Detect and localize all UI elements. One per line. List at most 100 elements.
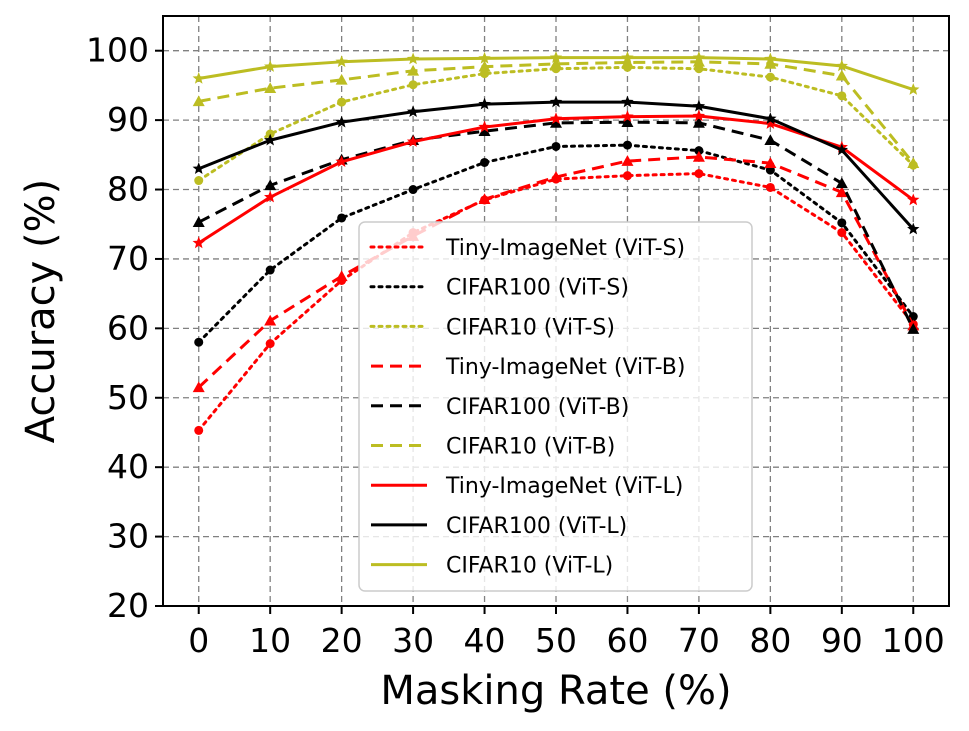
x-tick-label: 40 [464,621,506,660]
x-tick-label: 100 [882,621,945,660]
data-point [835,69,848,81]
data-point [192,216,205,227]
data-point [264,314,277,326]
data-point [550,57,562,69]
data-point [622,140,632,150]
data-point [907,157,920,168]
data-point [264,179,277,191]
data-point [264,60,277,72]
legend-label: Tiny-ImageNet (ViT-B) [445,355,685,380]
data-point [764,157,777,168]
legend-label: CIFAR10 (ViT-L) [446,554,613,579]
data-point [265,265,275,275]
x-tick-label: 80 [749,621,791,660]
data-point [406,52,420,65]
data-point [192,71,205,84]
data-point [765,182,775,192]
data-point [194,425,204,435]
data-point [408,80,418,90]
legend: Tiny-ImageNet (ViT-S) CIFAR100 (ViT-S) CIF… [358,221,753,592]
data-point [837,218,847,228]
data-point [406,135,420,147]
data-point [907,83,920,95]
data-point [692,55,705,67]
data-point [264,82,277,93]
data-point [692,150,705,162]
data-point [335,270,348,282]
y-tick-label: 40 [107,447,149,486]
data-point [192,162,205,174]
data-point [765,72,775,82]
x-tick-label: 50 [535,621,577,660]
data-point [337,213,347,223]
data-point [550,116,562,128]
data-point [621,155,634,166]
y-axis-title: Accuracy (%) [18,179,64,444]
data-point [549,95,563,108]
legend-label: Tiny-ImageNet (ViT-S) [445,236,685,261]
x-tick-label: 0 [188,621,209,660]
x-tick-label: 30 [392,621,434,660]
data-point [692,116,705,128]
data-point [478,120,491,133]
data-point [408,185,418,195]
data-point [194,176,204,186]
x-tick-label: 90 [821,621,863,660]
legend-box [358,221,753,592]
legend-label: CIFAR100 (ViT-L) [446,514,627,539]
y-tick-label: 70 [107,239,149,278]
data-point [621,110,634,122]
y-tick-label: 80 [107,170,149,209]
data-point [837,91,847,101]
data-point [835,143,848,156]
data-point [194,337,204,347]
legend-label: CIFAR10 (ViT-S) [446,315,615,340]
legend-label: CIFAR100 (ViT-S) [446,276,629,301]
data-point [478,60,491,72]
x-tick-label: 20 [321,621,363,660]
series-cifar100-vit-l [192,95,920,235]
y-tick-label: 30 [107,517,149,556]
data-point [551,141,561,151]
axis-ticks: 0 10 20 30 40 50 60 70 80 90 100 20 30 40 50 60 70 80 90 10… [86,31,945,660]
data-point [694,146,704,156]
data-point [549,51,563,63]
data-point [764,134,777,146]
y-tick-label: 50 [107,378,149,417]
y-tick-label: 90 [107,100,149,139]
data-point [835,59,848,72]
data-point [835,177,848,189]
data-point [337,97,347,107]
data-point [192,381,205,393]
legend-label: CIFAR100 (ViT-B) [446,395,629,420]
data-point [335,55,348,68]
data-point [192,236,205,249]
data-point [406,105,420,118]
data-point [907,222,920,235]
series-cifar10-vit-b [192,55,920,168]
data-point [694,169,704,179]
data-point [907,193,920,206]
data-point [764,57,777,69]
data-point [764,52,777,65]
y-tick-label: 60 [107,308,149,347]
data-point [192,95,205,107]
data-point [549,112,563,124]
series-tiny-imagenet-vit-b [192,150,920,393]
x-tick-label: 60 [606,621,648,660]
data-point [265,339,275,349]
series-cifar10-vit-l [192,51,920,95]
y-tick-label: 20 [107,586,149,625]
series-line [197,65,915,183]
x-tick-label: 70 [678,621,720,660]
data-point [478,51,491,64]
data-point [480,157,490,167]
y-tick-label: 100 [86,31,149,70]
series-line [198,120,915,330]
data-point [692,51,706,63]
data-point [478,97,491,110]
data-point [621,116,634,127]
data-point [764,112,777,124]
data-point [837,228,847,238]
